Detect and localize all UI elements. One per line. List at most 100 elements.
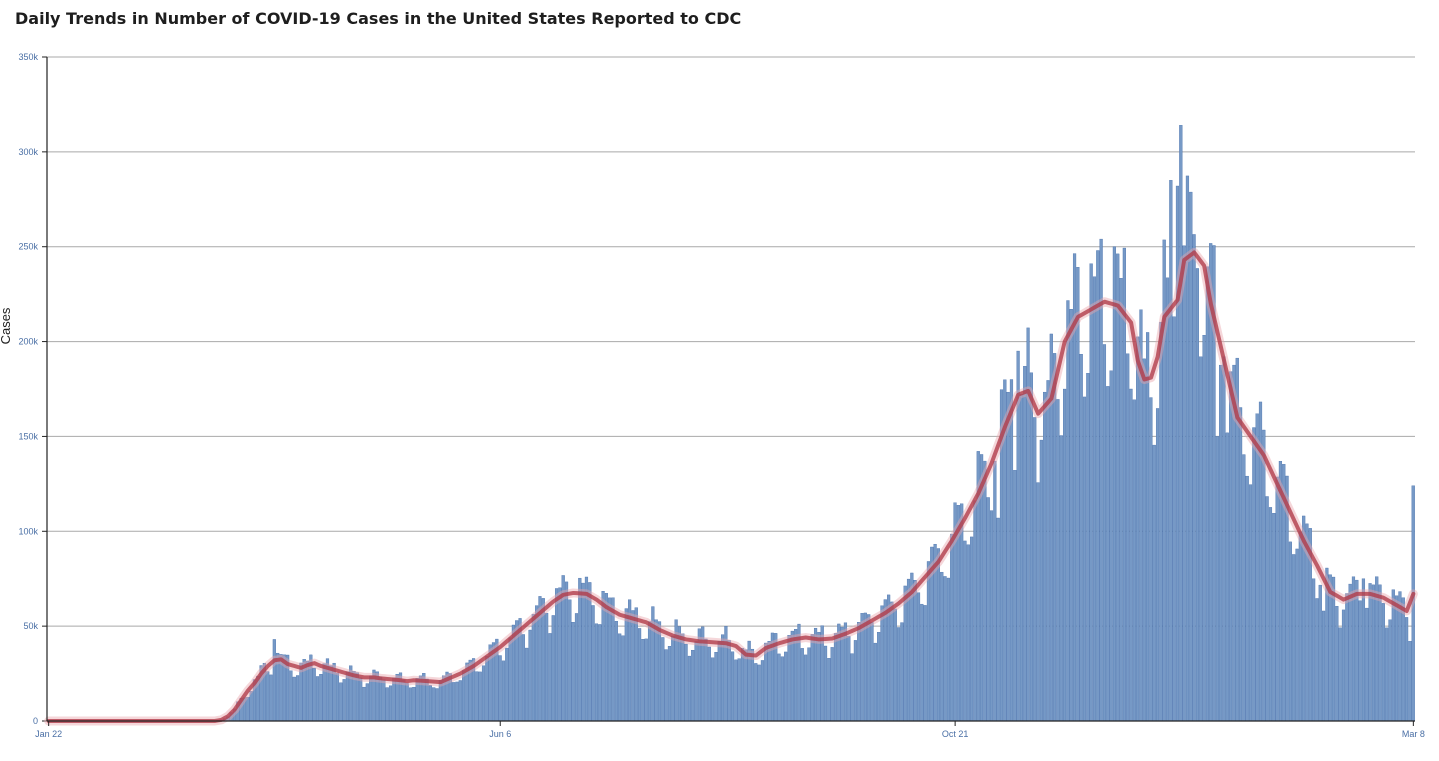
daily-case-bar <box>1112 246 1116 722</box>
daily-case-bar <box>1086 373 1090 722</box>
daily-case-bar <box>1023 366 1027 722</box>
daily-case-bar <box>342 679 346 722</box>
daily-case-bar <box>1053 353 1057 722</box>
daily-case-bar <box>711 657 715 722</box>
daily-case-bar <box>574 613 579 722</box>
daily-case-bar <box>840 626 844 722</box>
daily-case-bar <box>246 696 250 722</box>
daily-case-bar <box>1252 427 1256 722</box>
daily-case-bar <box>1169 180 1173 722</box>
daily-case-bar <box>1146 332 1150 722</box>
daily-case-bar <box>757 664 761 722</box>
daily-case-bar <box>1322 610 1326 722</box>
daily-case-bar <box>554 588 559 722</box>
daily-case-bar <box>1315 598 1319 722</box>
daily-case-bar <box>535 605 539 722</box>
daily-case-bar <box>1365 607 1369 722</box>
daily-case-bar <box>1136 336 1140 722</box>
daily-case-bar <box>1272 513 1276 722</box>
daily-case-bar <box>1036 482 1040 722</box>
daily-case-bar <box>455 681 459 722</box>
daily-case-bar <box>379 676 383 722</box>
daily-case-bar <box>1262 429 1266 722</box>
daily-case-bar <box>1175 185 1180 722</box>
daily-case-bar <box>618 633 622 722</box>
daily-case-bar <box>1069 309 1073 722</box>
daily-case-bar <box>531 613 535 722</box>
daily-case-bar <box>1248 484 1253 722</box>
daily-case-bar <box>581 582 585 722</box>
daily-case-bar <box>691 649 695 722</box>
daily-case-bar <box>1408 641 1412 722</box>
daily-case-bar <box>1102 344 1107 722</box>
daily-case-bar <box>1388 619 1392 722</box>
daily-case-bar <box>1149 397 1153 722</box>
daily-case-bar <box>1268 507 1273 722</box>
daily-case-bar <box>266 671 270 722</box>
daily-case-bar <box>647 621 652 722</box>
daily-case-bar <box>850 653 854 722</box>
daily-case-bar <box>966 544 970 722</box>
daily-case-bar <box>382 679 386 722</box>
daily-case-bar <box>521 634 525 722</box>
daily-case-bar <box>505 647 509 722</box>
daily-case-bar <box>571 621 575 722</box>
daily-case-bar <box>1159 321 1163 722</box>
daily-case-bar <box>435 688 439 722</box>
daily-case-bar <box>1152 444 1156 722</box>
daily-case-bar <box>641 639 645 722</box>
daily-case-bar <box>624 608 628 722</box>
daily-case-bar <box>1205 266 1209 722</box>
daily-case-bar <box>923 605 927 722</box>
daily-case-bar <box>950 533 954 722</box>
daily-case-bar <box>993 460 997 722</box>
daily-case-bar <box>970 536 974 722</box>
daily-case-bar <box>714 651 718 722</box>
daily-case-bar <box>362 686 366 722</box>
y-tick-label: 300k <box>18 147 38 157</box>
daily-case-bar <box>1371 584 1375 722</box>
daily-case-bar <box>1202 335 1206 722</box>
daily-case-bar <box>481 665 486 722</box>
daily-case-bar <box>877 632 881 722</box>
daily-case-bar <box>638 628 642 722</box>
daily-case-bar <box>721 634 725 722</box>
x-axis-ticks: Jan 22 Jun 6 Oct 21 Mar 8 <box>35 721 1425 739</box>
daily-case-bar <box>760 660 765 722</box>
daily-case-bar <box>750 648 755 722</box>
x-tick-label: Oct 21 <box>942 729 969 739</box>
daily-case-bar <box>936 548 941 722</box>
daily-case-bar <box>784 651 788 722</box>
daily-case-bar <box>973 500 977 722</box>
daily-case-bar <box>1076 267 1080 722</box>
daily-case-bar <box>1132 399 1136 722</box>
daily-case-bar <box>1129 388 1133 722</box>
daily-case-bar <box>986 497 990 722</box>
daily-case-bar <box>564 581 569 722</box>
daily-case-bar <box>644 638 648 722</box>
daily-case-bar <box>1172 316 1176 722</box>
y-axis-ticks: 0 50k 100k 150k 200k 250k 300k 350k <box>18 52 47 726</box>
y-tick-label: 100k <box>18 526 38 536</box>
daily-case-bar <box>1361 578 1366 722</box>
daily-case-bar <box>657 621 662 722</box>
daily-case-bar <box>568 599 572 722</box>
daily-case-bar <box>319 674 323 722</box>
daily-case-bar <box>744 649 748 722</box>
daily-case-bar <box>687 655 691 722</box>
daily-case-bar <box>946 577 950 722</box>
daily-case-bar <box>339 682 343 722</box>
daily-case-bar <box>661 637 665 722</box>
daily-case-bar <box>800 648 804 722</box>
daily-case-bar <box>385 687 389 722</box>
daily-case-bar <box>458 680 462 722</box>
daily-case-bar <box>462 670 466 722</box>
daily-case-bar <box>830 647 834 722</box>
daily-case-bar <box>817 632 821 722</box>
daily-case-bar <box>1275 476 1279 722</box>
daily-case-bar <box>329 665 333 722</box>
daily-case-bar <box>365 683 369 722</box>
daily-case-bar <box>777 653 781 722</box>
daily-case-bar <box>671 635 675 722</box>
daily-case-bar <box>827 658 831 722</box>
